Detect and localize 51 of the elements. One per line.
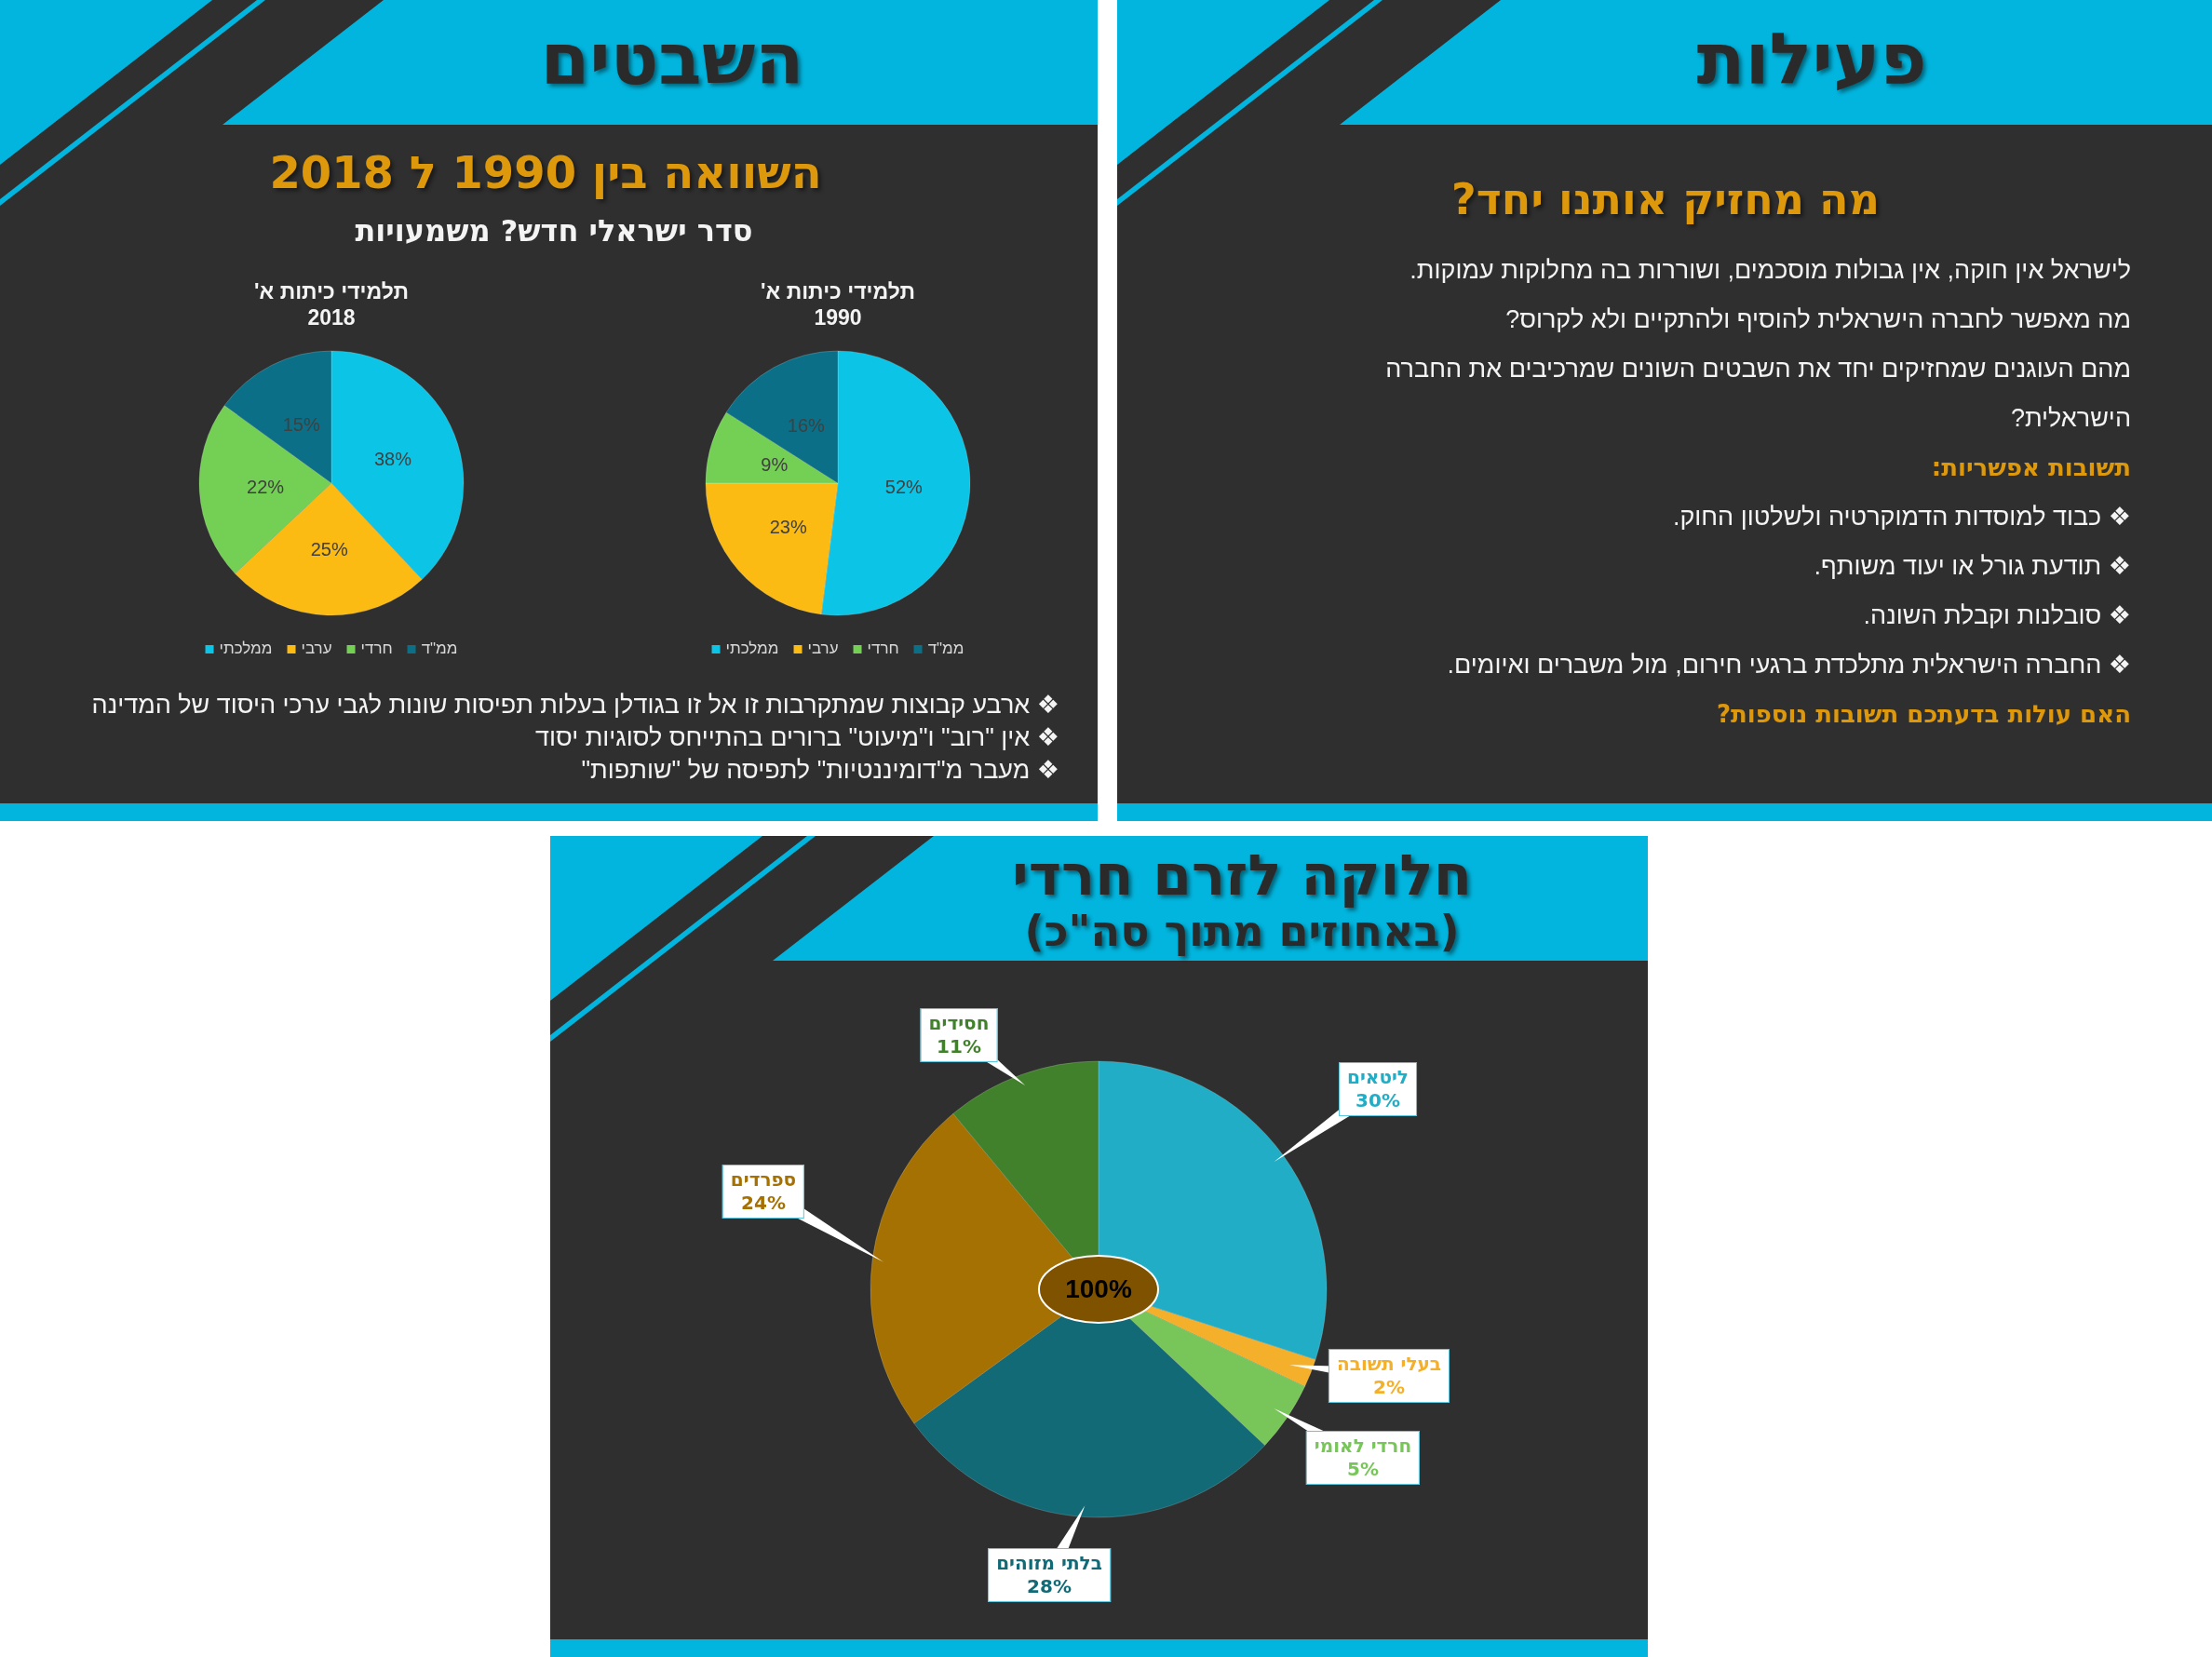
slice-label: ליטאים xyxy=(1347,1066,1409,1089)
legend-label: ממ"ד xyxy=(927,640,964,658)
text: תשובות אפשריות: xyxy=(1931,453,2131,481)
slice-label: בלתי מזוהים xyxy=(996,1552,1102,1575)
text: פעילות xyxy=(1696,18,1927,101)
text: מהם העוגנים שמחזיקים יחד את השבטים השונים שמרכיבים את החברה הישראלית? xyxy=(1385,355,2131,432)
text: 100% xyxy=(1065,1273,1132,1305)
text: סדר ישראלי חדש? משמעויות xyxy=(355,212,753,249)
data-label: 15% xyxy=(282,413,320,435)
data-label: 11% xyxy=(936,1035,982,1058)
legend-label: ערבי xyxy=(807,640,839,658)
slice-label: חרדי לאומי xyxy=(1314,1435,1412,1458)
chart-title: תלמידי כיתות א' xyxy=(254,278,409,304)
data-label: 2% xyxy=(1372,1376,1406,1399)
legend-label: ערבי xyxy=(301,640,332,658)
slice-label: חסידים xyxy=(928,1012,990,1035)
legend-label: חרדי xyxy=(867,640,899,658)
data-label: 28% xyxy=(1026,1575,1072,1598)
legend-label: ממ"ד xyxy=(421,640,458,658)
chart-subtitle: 1990 xyxy=(814,304,862,330)
text: ❖ ארבע קבוצות שמתקרבות זו אל זו בגודלן בעלות תפיסות שונות לגבי ערכי היסוד של המדינה xyxy=(91,691,1059,719)
chart-title: תלמידי כיתות א' xyxy=(761,278,915,304)
text: מה מאפשר לחברה הישראלית להוסיף ולהתקיים ולא לקרוס? xyxy=(1505,305,2131,333)
text: השוואה בין 1990 ל 2018 xyxy=(269,146,822,199)
data-label: 25% xyxy=(310,538,348,559)
text: ❖ מעבר מ"דומיננטיות" לתפיסה של "שותפות" xyxy=(581,756,1059,784)
legend-label: ממלכתי xyxy=(725,640,779,658)
text: ❖ כבוד למוסדות הדמוקרטיה ולשלטון החוק. xyxy=(1672,503,2131,531)
text: השבטים xyxy=(540,18,804,101)
chart-subtitle: 2018 xyxy=(307,304,356,330)
text: מה מחזיק אותנו יחד? xyxy=(1451,173,1880,224)
text: ❖ אין "רוב" ו"מיעוט" ברורים בהתייחס לסוגיות יסוד xyxy=(535,723,1059,751)
legend-label: ממלכתי xyxy=(219,640,273,658)
data-label: 22% xyxy=(247,477,285,498)
data-label: 38% xyxy=(374,448,412,469)
legend-label: חרדי xyxy=(360,640,393,658)
text: האם עולות בדעתכם תשובות נוספות? xyxy=(1717,700,2131,728)
data-label: 16% xyxy=(787,414,826,436)
data-label: 9% xyxy=(761,454,789,476)
text: לישראל אין חוקה, אין גבולות מוסכמים, ושוררות בה מחלוקות עמוקות. xyxy=(1409,256,2131,284)
text: ❖ תודעת גורל או יעוד משותף. xyxy=(1814,552,2131,580)
data-label: 52% xyxy=(884,477,924,498)
data-label: 24% xyxy=(740,1192,787,1215)
data-label: 23% xyxy=(769,516,807,537)
slice-label: ספרדים xyxy=(730,1168,797,1192)
chart-title: חלוקה לזרם חרדי xyxy=(1012,842,1472,908)
slice-label: בעלי תשובה xyxy=(1336,1353,1442,1376)
data-label: 30% xyxy=(1355,1089,1401,1112)
text: ❖ סובלנות וקבלת השונה. xyxy=(1863,601,2131,629)
text: ❖ החברה הישראלית מתלכדת ברגעי חירום, מול משברים ואיומים. xyxy=(1447,651,2131,679)
data-label: 5% xyxy=(1346,1458,1380,1481)
